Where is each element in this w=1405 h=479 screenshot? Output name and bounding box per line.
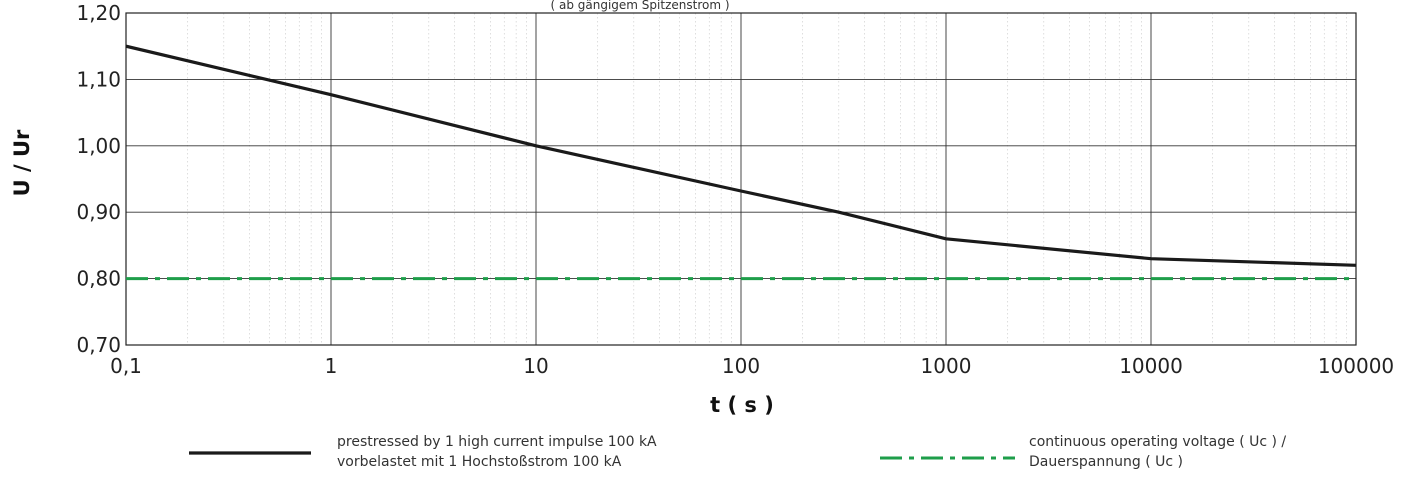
legend-label-impulse-line-1: prestressed by 1 high current impulse 10… bbox=[337, 434, 657, 450]
major-gridlines bbox=[125, 12, 1357, 346]
x-axis-tick-labels: 0,1 1 10 100 1000 10000 100000 bbox=[110, 354, 1394, 378]
legend-label-continuous-voltage-line-2: Dauerspannung ( Uc ) bbox=[1029, 454, 1183, 470]
x-tick-label: 1000 bbox=[921, 354, 972, 378]
legend-label-impulse-line-2: vorbelastet mit 1 Hochstoßstrom 100 kA bbox=[337, 454, 622, 470]
y-tick-label: 0,90 bbox=[76, 200, 121, 224]
x-tick-label: 1 bbox=[325, 354, 338, 378]
minor-gridlines bbox=[187, 13, 1347, 345]
y-tick-label: 0,80 bbox=[76, 267, 121, 291]
plot-area-frame bbox=[125, 12, 1357, 346]
x-tick-label: 10000 bbox=[1119, 354, 1183, 378]
x-tick-label: 100 bbox=[722, 354, 760, 378]
y-tick-label: 0,70 bbox=[76, 333, 121, 357]
series-layer bbox=[125, 44, 1357, 281]
y-axis-label: U / Ur bbox=[10, 129, 34, 196]
chart-top-note: ( ab gängigem Spitzenstrom ) bbox=[550, 0, 729, 12]
x-tick-label: 10 bbox=[523, 354, 548, 378]
y-tick-label: 1,10 bbox=[76, 67, 121, 91]
x-axis-label: t ( s ) bbox=[710, 393, 774, 417]
x-tick-label: 0,1 bbox=[110, 354, 142, 378]
legend-label-continuous-voltage-line-1: continuous operating voltage ( Uc ) / bbox=[1029, 434, 1287, 450]
legend-label-impulse: prestressed by 1 high current impulse 10… bbox=[337, 432, 657, 472]
y-tick-label: 1,20 bbox=[76, 1, 121, 25]
y-axis-tick-labels: 0,70 0,80 0,90 1,00 1,10 1,20 bbox=[76, 1, 121, 357]
y-tick-label: 1,00 bbox=[76, 134, 121, 158]
legend-label-continuous-voltage: continuous operating voltage ( Uc ) / Da… bbox=[1029, 432, 1286, 472]
series-line-impulse bbox=[125, 44, 1357, 267]
x-tick-label: 100000 bbox=[1318, 354, 1394, 378]
